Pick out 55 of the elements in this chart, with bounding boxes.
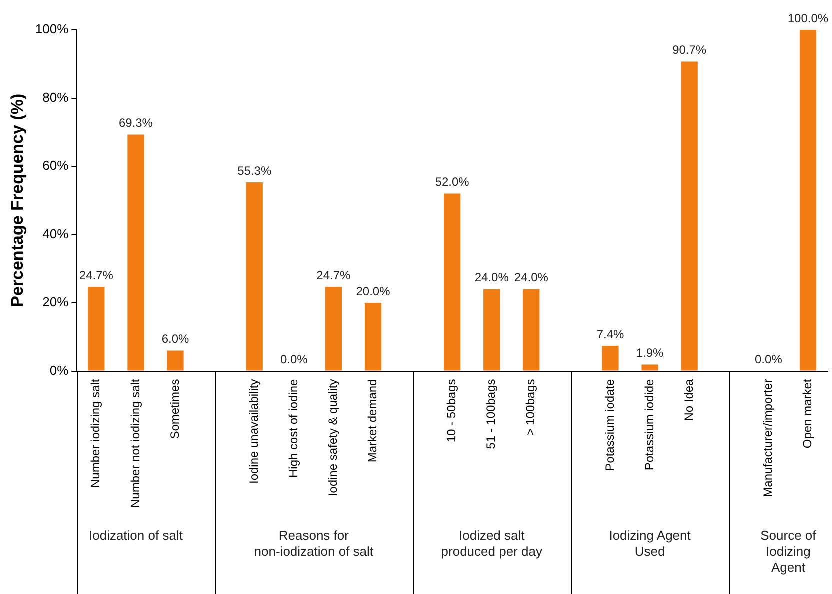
data-label: 0.0% (755, 352, 783, 367)
data-label: 20.0% (356, 284, 391, 298)
text: Iodizing Agent Used (609, 528, 692, 560)
source-note: Source of Iodizing Agent (760, 528, 817, 576)
x-tick-label: High cost of iodine (286, 378, 300, 478)
bar (602, 346, 619, 371)
bar (325, 286, 342, 371)
x-tick-label: Number iodizing salt (88, 378, 103, 488)
y-tick-label: 20% (42, 294, 70, 310)
x-tick-label: Sometimes (168, 379, 182, 440)
data-label: 90.7% (672, 43, 707, 58)
data-label: 24.0% (514, 270, 549, 285)
data-label: 24.0% (474, 270, 510, 285)
y-tick-label: 100% (35, 22, 70, 37)
text: Reasons for non-iodization of salt (254, 528, 374, 560)
bar (642, 364, 658, 371)
data-label: 24.7% (316, 268, 352, 282)
bar (800, 30, 817, 371)
bar (444, 194, 461, 371)
x-tick-label: Potassium iodate (602, 378, 617, 472)
x-tick-label: Iodine unavailability (246, 379, 261, 484)
y-tick-label: 40% (42, 226, 70, 242)
bar (484, 289, 500, 371)
y-axis-title: Percentage Frequency (%) (8, 94, 27, 308)
x-tick-label: > 100bags (524, 379, 538, 436)
data-label: 0.0% (280, 352, 308, 367)
text: Iodization of salt (88, 528, 184, 544)
bar (167, 350, 184, 371)
x-tick-label: Open market (800, 378, 815, 449)
data-label: 52.0% (435, 175, 470, 190)
bar (523, 289, 540, 371)
bar (88, 286, 105, 371)
data-label: 7.4% (596, 327, 625, 342)
x-tick-label: Manufacturer/importer (760, 379, 775, 498)
bar (128, 134, 144, 371)
y-tick-label: 60% (42, 158, 70, 174)
x-tick-label: 51 - 100bags (484, 379, 498, 450)
x-tick-label: No Idea (682, 378, 696, 422)
bar (364, 303, 382, 371)
data-label: 6.0% (162, 332, 190, 346)
y-tick-label: 0% (50, 362, 70, 378)
data-label: 24.7% (79, 268, 114, 282)
data-label: 1.9% (636, 346, 664, 360)
bar (681, 62, 698, 371)
bar (246, 182, 263, 371)
x-tick-label: 10 - 50bags (444, 379, 459, 443)
text: Iodized salt produced per day (441, 528, 543, 560)
x-tick-label: Potassium iodide (642, 378, 656, 471)
data-label: 100.0% (788, 11, 829, 26)
y-tick-label: 80% (42, 90, 70, 105)
data-label: 69.3% (118, 116, 154, 130)
x-tick-label: Iodine safety & quality (326, 379, 340, 497)
data-label: 55.3% (238, 164, 272, 178)
x-tick-label: Number not iodizing salt (128, 378, 142, 508)
x-tick-label: Market demand (366, 379, 380, 463)
